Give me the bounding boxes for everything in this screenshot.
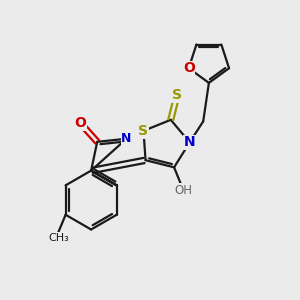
Text: S: S bbox=[139, 124, 148, 138]
Text: S: S bbox=[172, 88, 182, 102]
Text: O: O bbox=[183, 61, 195, 75]
Text: CH₃: CH₃ bbox=[48, 233, 69, 243]
Text: O: O bbox=[74, 116, 86, 130]
Text: OH: OH bbox=[174, 184, 192, 197]
Text: N: N bbox=[184, 135, 196, 149]
Text: N: N bbox=[121, 132, 132, 145]
